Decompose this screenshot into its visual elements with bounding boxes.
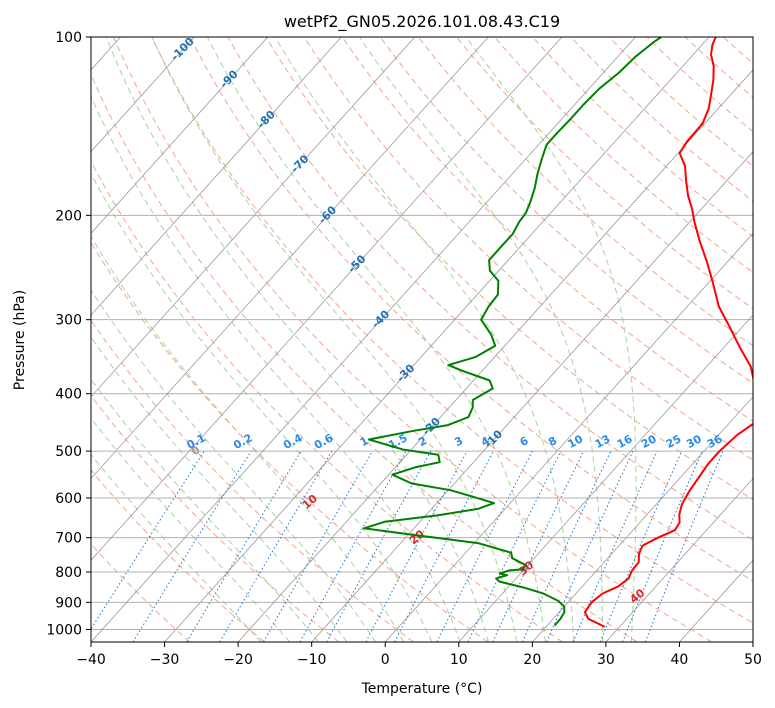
profile-series [363,37,753,628]
isotherm-line [164,37,710,642]
x-axis-label: Temperature (°C) [361,681,483,697]
x-tick-label: −20 [223,652,253,668]
moist-adiabat-line [465,37,637,642]
moist-adiabat-line [91,453,262,642]
mixing-ratio-line [132,450,252,642]
moist-adiabat-line [91,172,433,642]
mixing-ratio-line [622,450,703,642]
mixing-ratio-line [492,450,585,642]
dry-adiabat-line [341,37,753,422]
x-tick-label: 10 [450,652,468,668]
mixing-ratio-line [522,450,612,642]
mixing-ratio-label: 36 [705,432,725,451]
isotherm-line [91,37,269,234]
chart-title: wetPf2_GN05.2026.101.08.43.C19 [284,12,560,32]
moist-adiabats [91,37,637,642]
isotherm-line [91,37,563,561]
x-tick-label: 40 [671,652,689,668]
dry-adiabat-line [91,73,638,642]
moist-adiabat-line [105,37,489,642]
y-axis-ticks: 100 200 300 400 500 600 700 800 900 1000 [46,30,91,638]
isotherms [91,37,753,642]
isotherm-line [237,69,753,642]
dry-adiabat-line [91,319,414,642]
isotherm-line [91,37,416,398]
temperature-profile-line [583,37,753,628]
isotherm-line [532,396,753,642]
mixing-ratio-label: 16 [615,432,635,451]
isotherm-line [91,37,489,480]
mixing-ratio-label: 20 [639,432,659,451]
mixing-ratio-label: 10 [566,432,586,451]
y-tick-label: 900 [55,595,82,611]
x-tick-label: 50 [744,652,762,668]
dry-adiabat-line [570,37,753,202]
y-tick-label: 500 [55,444,82,460]
mixing-ratio-line [263,450,373,642]
mixing-ratio-line [91,450,205,630]
dry-adiabat-line [303,37,753,461]
pressure-gridlines [91,37,753,630]
x-axis-ticks: −40 −30 −20 −10 0 10 20 30 40 50 [76,642,762,668]
y-tick-label: 400 [55,387,82,403]
mixing-ratio-label: 13 [593,432,613,451]
dry-adiabat-line [189,37,753,582]
plot-area: -100-90-80-70-60-50-40-30-20-100.1 0.2 0.4… [91,37,753,642]
dewpoint-profile-line [363,37,662,627]
isotherm-line [91,37,195,153]
moist-adiabat-line [91,95,461,642]
x-tick-label: 0 [381,652,390,668]
mixing-ratio-line [546,450,634,642]
mixing-ratio-line [299,450,407,642]
dry-adiabat-line [91,160,563,642]
dry-adiabat-line [113,37,713,642]
y-tick-label: 200 [55,208,82,224]
moist-adiabat-line [206,37,546,642]
x-tick-label: −10 [297,652,327,668]
dry-adiabat-line [227,37,753,541]
mixing-ratio-line [219,450,333,642]
dry-adiabats [91,37,753,642]
mixing-ratio-label: 30 [684,432,704,451]
moist-adiabat-line [274,37,575,642]
dry-adiabat-line [456,37,753,310]
dry-adiabat-line [379,37,753,384]
dry-adiabat-line [151,37,753,624]
moist-adiabat-line [91,417,291,642]
y-tick-label: 800 [55,565,82,581]
x-tick-label: 20 [523,652,541,668]
isotherm-line [91,37,342,316]
y-tick-label: 100 [55,30,82,46]
dry-adiabat-line [418,37,753,347]
dry-adiabat-line [608,37,753,167]
y-tick-label: 1000 [46,622,82,638]
y-tick-label: 700 [55,531,82,547]
dry-adiabat-line [91,395,340,642]
isotherm-line [311,151,753,642]
moist-adiabat-line [359,37,604,642]
mixing-ratio-line [467,450,562,642]
x-tick-label: −40 [76,652,106,668]
mixing-ratio-label: 25 [664,432,684,451]
moist-adiabat-line [91,289,376,642]
x-tick-label: −30 [150,652,180,668]
y-tick-label: 600 [55,491,82,507]
mixing-ratio-line [186,450,302,642]
mixing-ratio-lines [91,450,724,642]
x-tick-label: 30 [597,652,615,668]
moist-adiabat-line [151,37,518,642]
isotherm-line [458,314,753,642]
isotherm-line [384,232,753,642]
y-axis-label: Pressure (hPa) [12,290,28,390]
isotherm-line [605,477,753,642]
isotherm-line [91,37,636,642]
moist-adiabat-line [91,336,348,642]
moist-adiabat-line [91,235,405,642]
y-tick-label: 300 [55,313,82,329]
axes-frame [90,36,754,643]
moist-adiabat-line [91,378,319,642]
mixing-ratio-line [599,450,683,642]
